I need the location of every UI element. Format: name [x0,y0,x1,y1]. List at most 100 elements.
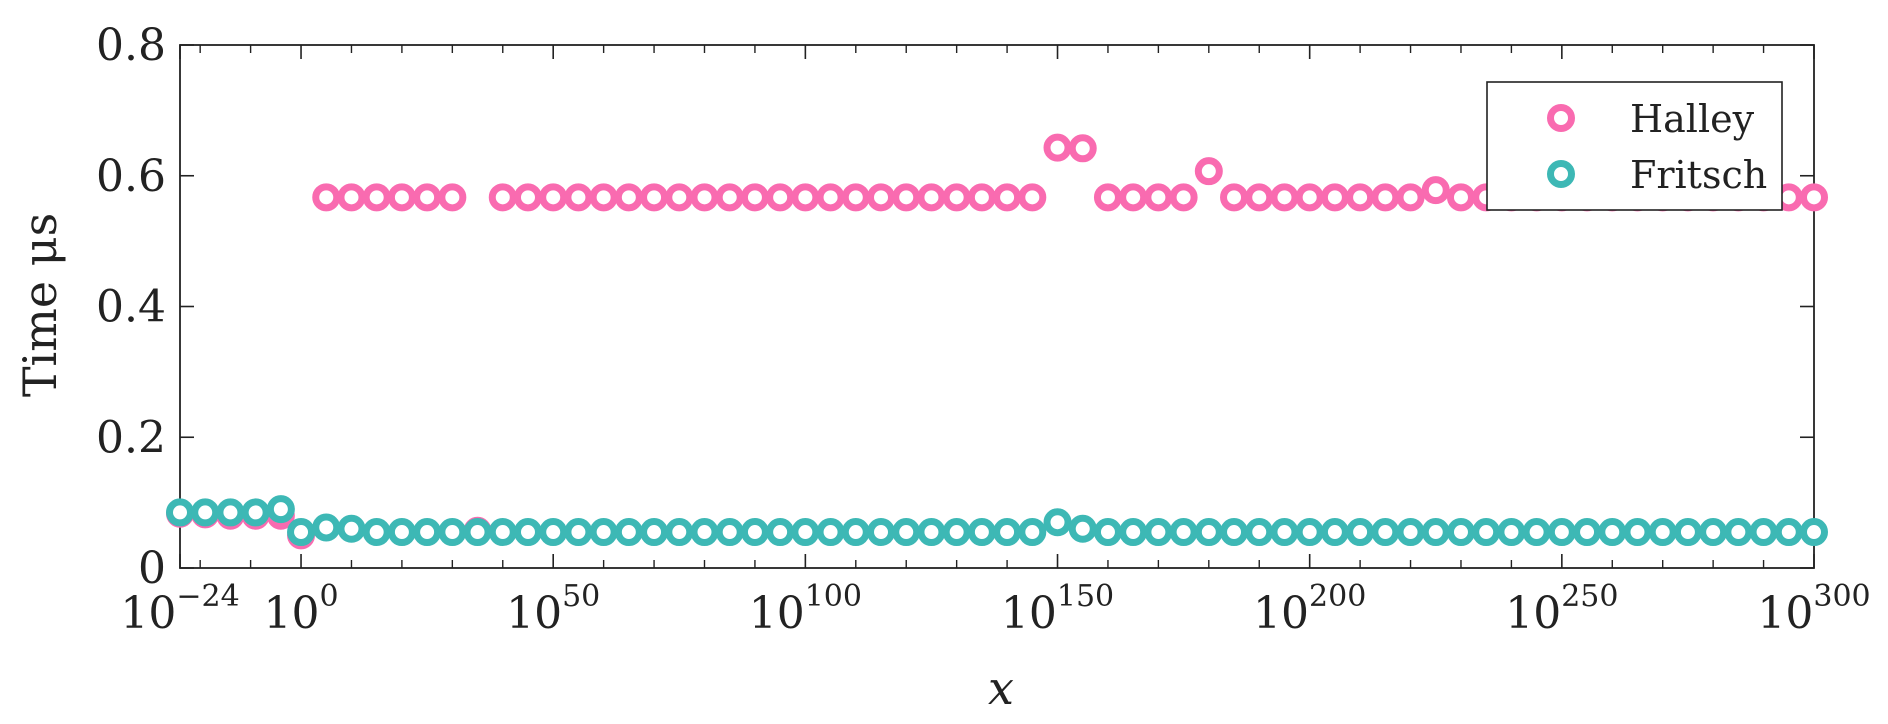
data-point-fritsch [1699,518,1728,547]
data-point-fritsch [1220,518,1249,547]
data-point-halley [488,183,517,212]
data-point-fritsch [1573,518,1602,547]
data-point-fritsch [241,498,270,527]
data-point-fritsch [1800,518,1828,547]
x-tick-label: 10100 [749,579,862,639]
data-point-fritsch [1749,518,1778,547]
x-tick-exponent: 0 [319,579,338,614]
x-tick-label: 100 [263,579,338,639]
y-tick-label: 0.2 [96,412,166,463]
data-point-halley [1018,183,1047,212]
data-point-fritsch [1673,518,1702,547]
data-point-fritsch [1144,518,1173,547]
x-tick-base: 10 [1001,588,1057,639]
data-point-halley [1446,183,1475,212]
data-point-halley [892,183,921,212]
data-point-fritsch [1598,518,1627,547]
data-point-fritsch [589,518,618,547]
data-point-fritsch [266,495,295,524]
data-point-halley [1043,133,1072,162]
data-point-halley [387,183,416,212]
data-point-fritsch [413,518,442,547]
x-tick-base: 10 [120,588,176,639]
data-point-halley [1068,134,1097,163]
data-point-fritsch [1472,518,1501,547]
data-point-fritsch [1623,518,1652,547]
data-point-halley [1169,183,1198,212]
data-point-halley [362,183,391,212]
x-tick-base: 10 [1757,588,1813,639]
data-point-halley [1295,183,1324,212]
y-tick-label: 0.8 [96,20,166,71]
data-point-fritsch [166,498,194,527]
x-tick-exponent: 50 [562,579,600,614]
data-point-halley [867,183,896,212]
data-point-fritsch [1421,518,1450,547]
data-point-fritsch [1724,518,1753,547]
data-point-halley [1144,183,1173,212]
data-point-halley [564,183,593,212]
data-point-halley [1119,183,1148,212]
data-point-fritsch [1346,518,1375,547]
data-point-fritsch [1018,518,1047,547]
data-point-fritsch [287,518,316,547]
data-point-halley [816,183,845,212]
data-point-fritsch [1270,518,1299,547]
data-point-fritsch [1119,518,1148,547]
data-point-fritsch [665,518,694,547]
data-point-halley [1396,183,1425,212]
data-point-halley [513,183,542,212]
legend-label-fritsch: Fritsch [1630,153,1767,197]
data-point-fritsch [967,518,996,547]
data-point-fritsch [1774,518,1803,547]
data-point-fritsch [1043,508,1072,537]
data-point-fritsch [1371,518,1400,547]
data-point-fritsch [387,518,416,547]
data-point-halley [1800,183,1828,212]
data-point-halley [1371,183,1400,212]
data-point-fritsch [488,518,517,547]
data-point-fritsch [640,518,669,547]
data-point-fritsch [740,518,769,547]
data-point-fritsch [312,513,341,542]
data-point-fritsch [942,518,971,547]
x-tick-base: 10 [506,588,562,639]
data-point-fritsch [1497,518,1526,547]
data-point-fritsch [1396,518,1425,547]
x-tick-exponent: 250 [1561,579,1618,614]
data-point-fritsch [614,518,643,547]
data-point-fritsch [564,518,593,547]
data-point-fritsch [216,498,245,527]
data-point-fritsch [1648,518,1677,547]
data-point-fritsch [438,518,467,547]
data-point-halley [539,183,568,212]
x-tick-exponent: 100 [805,579,862,614]
x-tick-exponent: 300 [1813,579,1870,614]
data-point-fritsch [715,518,744,547]
legend-label-halley: Halley [1630,97,1755,141]
x-tick-base: 10 [263,588,319,639]
x-axis-label: x [988,661,1014,715]
data-point-halley [690,183,719,212]
data-point-fritsch [1295,518,1324,547]
data-point-fritsch [1522,518,1551,547]
y-tick-label: 0.6 [96,151,166,202]
data-point-fritsch [513,518,542,547]
data-point-fritsch [1547,518,1576,547]
data-point-halley [665,183,694,212]
data-point-halley [312,183,341,212]
data-point-halley [614,183,643,212]
data-point-halley [715,183,744,212]
legend-marker-halley [1547,104,1575,132]
data-point-halley [1270,183,1299,212]
data-point-fritsch [1068,514,1097,543]
data-point-halley [766,183,795,212]
data-point-fritsch [1194,518,1223,547]
x-tick-label: 10−24 [120,579,239,639]
data-point-fritsch [841,518,870,547]
data-point-halley [438,183,467,212]
data-point-halley [413,183,442,212]
data-point-halley [1220,183,1249,212]
x-tick-base: 10 [749,588,805,639]
